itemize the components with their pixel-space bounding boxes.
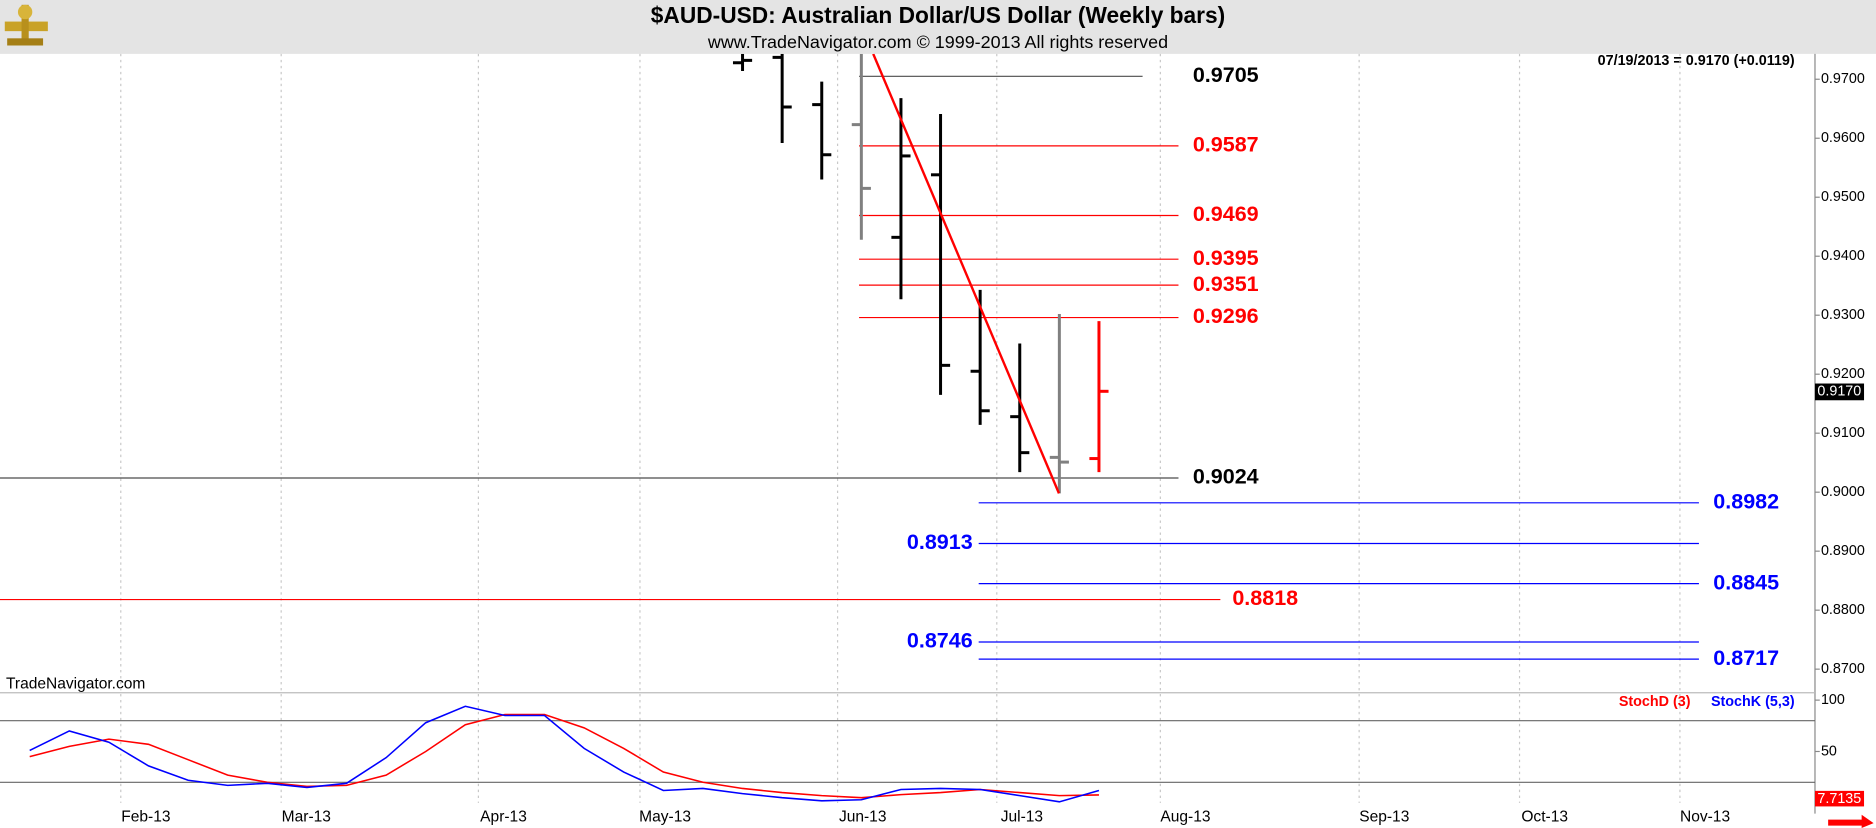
- last-quote: 07/19/2013 = 0.9170 (+0.0119): [1598, 53, 1795, 69]
- x-tick-label: Apr-13: [480, 808, 527, 825]
- y-tick-label: 0.8800: [1821, 602, 1865, 618]
- x-tick-label: Oct-13: [1521, 808, 1568, 825]
- y-tick-label: 0.9500: [1821, 189, 1865, 205]
- x-tick-label: Mar-13: [282, 808, 331, 825]
- x-tick-label: Nov-13: [1680, 808, 1730, 825]
- last-value-label: 7.7135: [1817, 791, 1861, 807]
- y-tick-label: 0.9300: [1821, 307, 1865, 323]
- level-label: 0.8717: [1713, 646, 1779, 670]
- logo: [4, 4, 48, 46]
- level-label: 0.9395: [1193, 246, 1259, 270]
- x-tick-label: Jul-13: [1001, 808, 1043, 825]
- level-label: 0.9024: [1193, 465, 1259, 489]
- level-label: 0.9469: [1193, 202, 1259, 226]
- trendline: [872, 53, 1061, 494]
- level-label: 0.8746: [907, 629, 973, 653]
- y-tick-label: 0.9600: [1821, 130, 1865, 146]
- y-tick-label: 0.8700: [1821, 661, 1865, 677]
- level-label: 0.9587: [1193, 133, 1259, 157]
- y-tick-label: 0.9400: [1821, 248, 1865, 264]
- level-label: 0.9705: [1193, 63, 1259, 87]
- level-label: 0.8913: [907, 530, 973, 554]
- y-tick-label: 0.9000: [1821, 484, 1865, 500]
- last-price-badge: [1814, 383, 1865, 401]
- last-value-badge: [1814, 790, 1865, 807]
- scroll-arrow: [1828, 814, 1874, 828]
- y-tick-label: 50: [1821, 743, 1837, 759]
- watermark: TradeNavigator.com: [6, 676, 145, 693]
- y-tick-label: 0.9100: [1821, 425, 1865, 441]
- legend-entry: StochD (3): [1619, 694, 1691, 710]
- level-label: 0.9296: [1193, 304, 1259, 328]
- level-label: 0.8845: [1713, 570, 1779, 594]
- header-bg: [0, 0, 1876, 54]
- stoch-line: [29, 705, 1100, 803]
- x-tick-label: Aug-13: [1160, 808, 1210, 825]
- x-tick-label: Feb-13: [121, 808, 170, 825]
- x-tick-label: Sep-13: [1359, 808, 1409, 825]
- chart-title: $AUD-USD: Australian Dollar/US Dollar (W…: [651, 2, 1225, 28]
- stoch-line: [29, 713, 1099, 799]
- level-label: 0.8982: [1713, 489, 1779, 513]
- chart-subtitle: www.TradeNavigator.com © 1999-2013 All r…: [707, 32, 1168, 52]
- x-tick-label: Jun-13: [839, 808, 887, 825]
- y-tick-label: 0.8900: [1821, 543, 1865, 559]
- legend-entry: StochK (5,3): [1711, 694, 1795, 710]
- x-tick-label: May-13: [639, 808, 691, 825]
- y-tick-label: 0.9200: [1821, 366, 1865, 382]
- y-tick-label: 100: [1821, 692, 1845, 708]
- level-label: 0.9351: [1193, 272, 1259, 296]
- last-price-label: 0.9170: [1817, 384, 1861, 400]
- price-bars: [732, 53, 1109, 494]
- level-label: 0.8818: [1232, 586, 1298, 610]
- y-tick-label: 0.9700: [1821, 71, 1865, 87]
